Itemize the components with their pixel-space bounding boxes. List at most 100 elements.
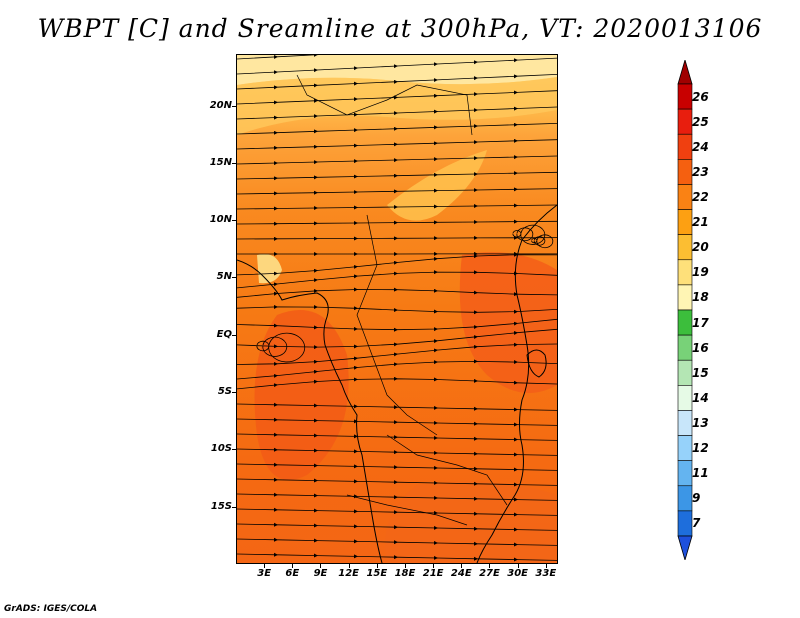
- lon-tick: [377, 564, 378, 568]
- lat-label: 10N: [209, 214, 232, 226]
- colorbar-swatch: [677, 410, 693, 436]
- lon-tick: [518, 564, 519, 568]
- streamline: [533, 236, 546, 246]
- colorbar-bottom-arrow: [677, 535, 693, 560]
- streamline: [237, 359, 557, 380]
- streamline: [237, 55, 518, 60]
- lat-label: 10S: [210, 443, 232, 455]
- lon-label: 15E: [366, 568, 388, 579]
- colorbar-swatch: [677, 334, 693, 361]
- lat-tick: [232, 449, 236, 450]
- streamline: [237, 318, 557, 332]
- colorbar-label: 14: [692, 390, 709, 405]
- colorbar-swatch: [677, 184, 693, 210]
- colorbar-label: 15: [692, 365, 709, 380]
- streamline: [520, 224, 546, 245]
- streamline: [237, 462, 557, 472]
- streamline: [237, 402, 557, 412]
- colorbar-label: 26: [692, 89, 709, 104]
- streamline: [237, 155, 557, 166]
- map-panel: [236, 54, 558, 564]
- lon-label: 30E: [507, 568, 528, 579]
- colorbar-swatch: [677, 385, 693, 411]
- lon-tick: [320, 564, 321, 568]
- streamline: [237, 537, 557, 547]
- streamline: [237, 138, 557, 150]
- colorbar-label: 16: [692, 340, 709, 355]
- colorbar-label: 11: [692, 466, 709, 481]
- grads-credit: GrADS: IGES/COLA: [4, 604, 98, 614]
- border-north: [296, 74, 473, 136]
- colorbar: [677, 60, 693, 560]
- lon-tick: [292, 564, 293, 568]
- coastlines: [237, 74, 557, 563]
- lon-tick: [489, 564, 490, 568]
- colorbar-label: 23: [692, 164, 709, 179]
- border-south: [386, 434, 508, 506]
- colorbar-swatch: [677, 309, 693, 336]
- streamline: [237, 235, 557, 241]
- streamline: [237, 203, 557, 211]
- streamline: [262, 336, 288, 357]
- lat-tick: [232, 507, 236, 508]
- lon-label: 18E: [394, 568, 416, 579]
- streamline: [237, 90, 557, 105]
- colorbar-label: 7: [692, 516, 701, 531]
- streamline: [237, 287, 557, 298]
- colorbar-swatch: [677, 485, 693, 512]
- colorbar-top-arrow: [677, 60, 693, 85]
- streamline: [237, 552, 557, 562]
- map-title: WBPT [C] and Sreamline at 300hPa, VT: 20…: [37, 14, 763, 43]
- colorbar-label: 13: [692, 416, 709, 430]
- colorbar-label: 22: [692, 190, 709, 204]
- streamline: [237, 219, 557, 226]
- lon-label: 3E: [257, 568, 272, 579]
- streamline: [237, 477, 557, 487]
- streamline: [237, 492, 557, 502]
- streamline: [237, 417, 557, 427]
- streamline: [237, 187, 557, 196]
- colorbar-label: 19: [692, 265, 709, 280]
- lon-tick: [349, 564, 350, 568]
- streamline: [268, 332, 306, 363]
- wbpt-streamline-map: [237, 55, 557, 563]
- lat-tick: [232, 163, 236, 164]
- lake-victoria: [526, 349, 547, 378]
- lon-label: 12E: [338, 568, 360, 579]
- colorbar-swatch: [677, 209, 693, 235]
- colorbar-swatch: [677, 83, 693, 110]
- colorbar-swatch: [677, 108, 693, 135]
- colorbar-swatch: [677, 234, 693, 261]
- wbpt-21-streak: [387, 150, 487, 221]
- colorbar-label: 9: [692, 491, 701, 506]
- lat-label: 20N: [209, 99, 232, 111]
- colorbar-swatch: [677, 133, 693, 160]
- lon-tick: [264, 564, 265, 568]
- lon-label: 9E: [313, 568, 328, 579]
- coastline-west: [237, 259, 383, 563]
- lat-label: 15S: [210, 500, 232, 512]
- lon-tick: [461, 564, 462, 568]
- streamline: [516, 227, 534, 242]
- wbpt-22-region-south: [385, 481, 557, 563]
- colorbar-swatch: [677, 259, 693, 286]
- lat-tick: [232, 106, 236, 107]
- lon-label: 24E: [450, 568, 472, 579]
- lat-tick: [232, 220, 236, 221]
- lon-tick: [433, 564, 434, 568]
- streamline: [536, 234, 554, 249]
- colorbar-swatch: [677, 159, 693, 185]
- streamlines: [237, 55, 557, 562]
- colorbar-swatch: [677, 435, 693, 461]
- border-central: [356, 214, 438, 436]
- streamline: [237, 304, 557, 315]
- border-southern-africa: [346, 494, 468, 526]
- lat-label: EQ: [216, 328, 232, 340]
- coastline-east: [476, 204, 557, 563]
- lat-label: 5S: [217, 386, 232, 398]
- colorbar-label: 21: [692, 215, 709, 230]
- streamline: [237, 171, 557, 181]
- colorbar-swatch: [677, 359, 693, 386]
- streamline: [237, 432, 557, 442]
- streamline: [237, 122, 557, 135]
